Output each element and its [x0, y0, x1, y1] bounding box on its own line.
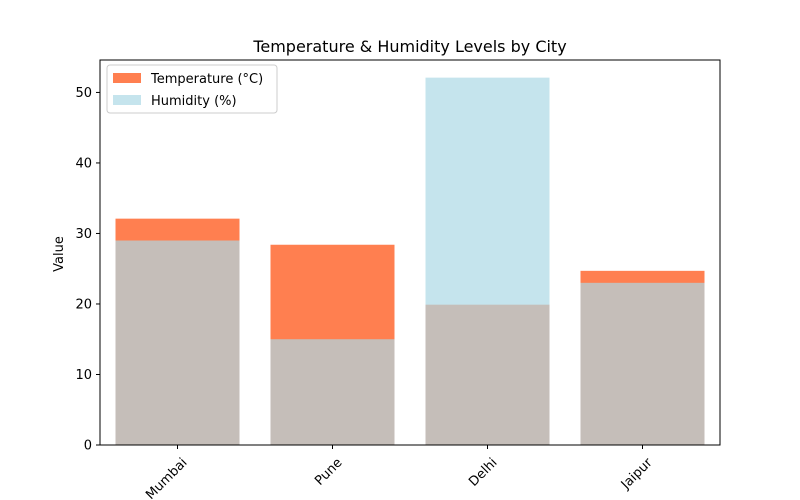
x-tick-label: Pune: [312, 455, 345, 488]
y-tick-label: 30: [75, 227, 92, 242]
y-tick-label: 40: [75, 156, 92, 171]
legend-label: Humidity (%): [151, 94, 237, 109]
y-tick-label: 50: [75, 86, 92, 101]
bar-humidity-mumbai: [115, 240, 240, 445]
plot-area: [115, 77, 705, 445]
legend-swatch: [113, 95, 141, 105]
bar-humidity-jaipur: [580, 282, 705, 445]
bar-humidity-pune: [270, 339, 395, 445]
x-tick-label: Jaipur: [618, 455, 656, 493]
y-tick-label: 20: [75, 297, 92, 312]
chart-title: Temperature & Humidity Levels by City: [252, 37, 566, 56]
legend-box: [106, 64, 278, 114]
y-tick-label: 0: [84, 439, 92, 454]
x-tick-label: Mumbai: [143, 455, 190, 500]
bar-humidity-delhi: [425, 77, 550, 445]
plot-frame: [99, 59, 721, 446]
y-tick-label: 10: [75, 368, 92, 383]
legend-label: Temperature (°C): [150, 72, 263, 87]
y-axis-label: Value: [52, 236, 67, 272]
legend: Temperature (°C) Humidity (%): [106, 64, 278, 114]
x-tick-label: Delhi: [466, 455, 500, 489]
legend-swatch: [113, 73, 141, 83]
